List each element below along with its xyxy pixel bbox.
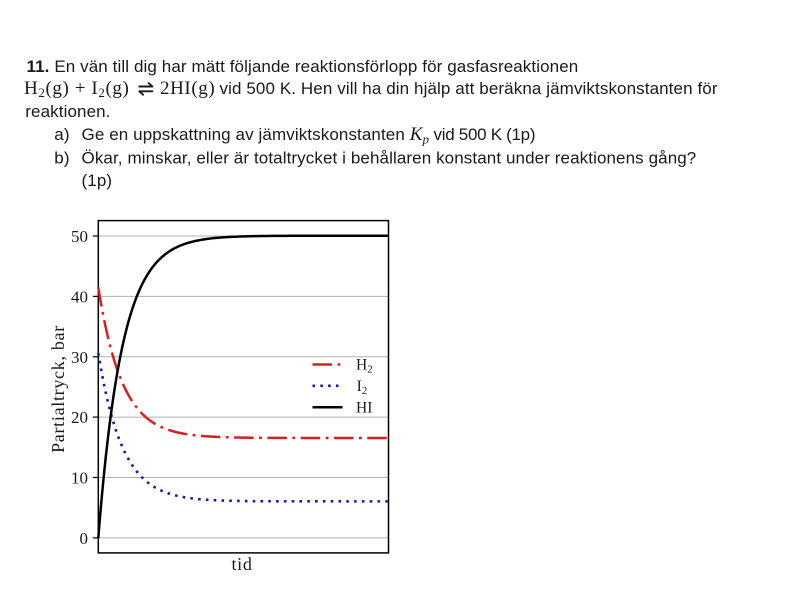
svg-text:a): a) — [54, 125, 69, 144]
svg-text:tid: tid — [231, 554, 252, 574]
svg-text:Ge en uppskattning av jämvikts: Ge en uppskattning av jämviktskonstanten… — [82, 124, 536, 147]
svg-text:b): b) — [54, 149, 69, 168]
svg-text:vid 500 K. Hen vill ha din hjä: vid 500 K. Hen vill ha din hjälp att ber… — [220, 79, 718, 98]
svg-text:50: 50 — [71, 227, 88, 246]
svg-text:Ökar, minskar, eller är totalt: Ökar, minskar, eller är totaltrycket i b… — [82, 149, 697, 168]
svg-text:10: 10 — [71, 469, 88, 488]
svg-text:11. En vän till dig har mätt f: 11. En vän till dig har mätt följande re… — [27, 57, 579, 76]
svg-text:30: 30 — [71, 348, 88, 367]
svg-text:HI: HI — [356, 399, 372, 416]
svg-text:H2: H2 — [356, 357, 373, 376]
svg-text:I2: I2 — [357, 378, 368, 397]
svg-text:0: 0 — [80, 529, 89, 548]
svg-text:reaktionen.: reaktionen. — [25, 102, 110, 121]
svg-text:Partialtryck, bar: Partialtryck, bar — [48, 325, 68, 453]
svg-text:20: 20 — [71, 408, 88, 427]
svg-text:40: 40 — [71, 287, 88, 306]
svg-text:2HI(g): 2HI(g) — [160, 78, 215, 99]
svg-text:H2(g) + I2(g): H2(g) + I2(g) — [24, 78, 129, 100]
svg-text:(1p): (1p) — [82, 171, 113, 190]
